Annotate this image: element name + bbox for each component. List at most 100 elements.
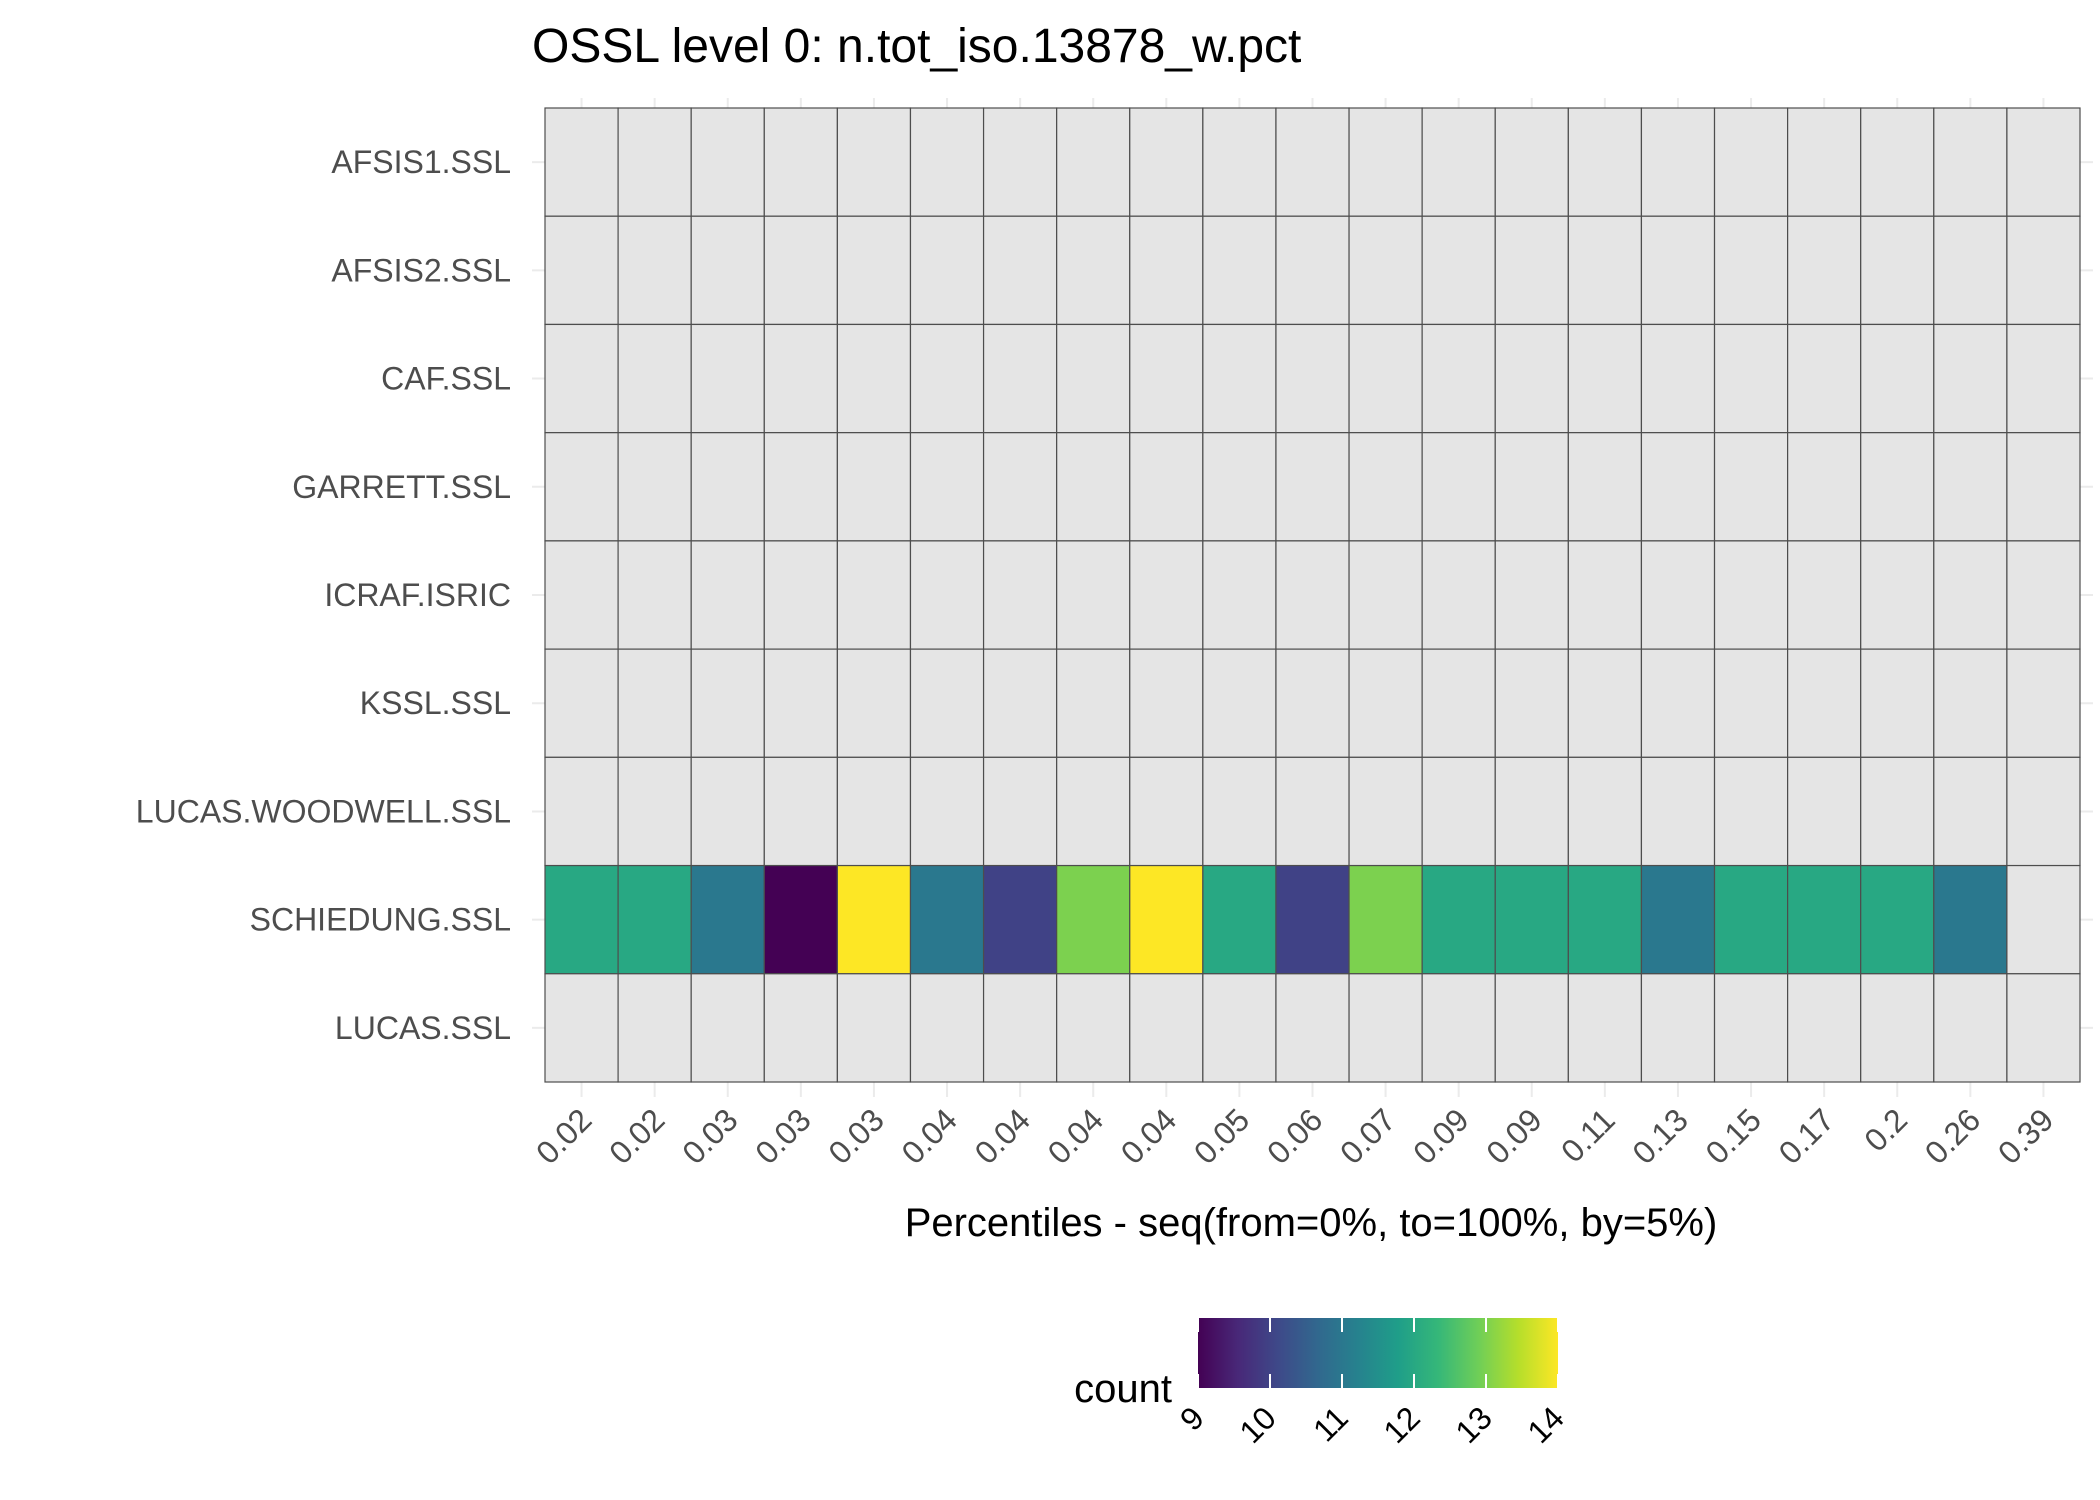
heatmap-cell [1713, 432, 1789, 542]
heatmap-cells [544, 107, 2081, 1083]
heatmap-cell [1348, 432, 1423, 542]
heatmap-cell [763, 215, 838, 326]
y-tick-label: KSSL.SSL [360, 685, 511, 721]
heatmap-cell [1713, 323, 1789, 434]
heatmap-cell [1787, 323, 1862, 434]
heatmap-cell [1056, 864, 1131, 975]
heatmap-cell [1787, 215, 1862, 326]
legend-title: count [1074, 1367, 1172, 1411]
legend-tick-label: 10 [1232, 1399, 1283, 1450]
heatmap-cell [909, 648, 985, 758]
heatmap-cell [1860, 215, 1935, 326]
heatmap-cell [1129, 756, 1204, 867]
heatmap-cell [1787, 107, 1862, 217]
heatmap-cell [1567, 540, 1643, 650]
heatmap-cell [1567, 756, 1643, 867]
heatmap-cell [2006, 432, 2081, 542]
x-tick-label: 0.04 [968, 1101, 1037, 1170]
heatmap-cell [1933, 756, 2008, 867]
heatmap-cell [1640, 648, 1716, 758]
x-tick-label: 0.15 [1699, 1101, 1768, 1170]
heatmap-cell [1640, 107, 1716, 217]
heatmap-cell [690, 432, 765, 542]
heatmap-cell [1933, 323, 2008, 434]
heatmap-cell [1640, 756, 1716, 867]
heatmap-cell [617, 215, 692, 326]
heatmap-cell [1860, 648, 1935, 758]
heatmap-cell [1933, 864, 2008, 975]
heatmap-cell [544, 973, 619, 1083]
x-tick-label: 0.06 [1260, 1101, 1329, 1170]
heatmap-cell [2006, 323, 2081, 434]
legend-tick-label: 13 [1448, 1399, 1499, 1450]
heatmap-cell [617, 756, 692, 867]
chart-title: OSSL level 0: n.tot_iso.13878_w.pct [532, 20, 1301, 73]
heatmap-cell [1202, 215, 1277, 326]
heatmap-cell [909, 107, 985, 217]
heatmap-cell [2006, 107, 2081, 217]
x-axis-label: Percentiles - seq(from=0%, to=100%, by=5… [905, 1201, 1718, 1245]
heatmap-cell [544, 540, 619, 650]
heatmap-cell [909, 215, 985, 326]
heatmap-cell [1202, 540, 1277, 650]
heatmap-cell [1640, 864, 1716, 975]
heatmap-cell [1713, 107, 1789, 217]
heatmap-cell [1129, 864, 1204, 975]
x-tick-label: 0.07 [1333, 1101, 1402, 1170]
heatmap-cell [1421, 864, 1496, 975]
heatmap-cell [1787, 432, 1862, 542]
heatmap-cell [1129, 323, 1204, 434]
x-tick-label: 0.17 [1772, 1101, 1841, 1170]
heatmap-cell [909, 756, 985, 867]
x-tick-label: 0.05 [1187, 1101, 1256, 1170]
heatmap-cell [690, 107, 765, 217]
heatmap-cell [1640, 215, 1716, 326]
heatmap-cell [1567, 323, 1643, 434]
heatmap-cell [1494, 648, 1569, 758]
x-tick-label: 0.04 [894, 1101, 963, 1170]
y-tick-label: LUCAS.SSL [335, 1010, 511, 1046]
heatmap-cell [617, 973, 692, 1083]
heatmap-cell [2006, 864, 2081, 975]
heatmap-cell [1129, 215, 1204, 326]
heatmap-cell [1787, 864, 1862, 975]
heatmap-cell [1056, 215, 1131, 326]
heatmap-cell [982, 215, 1058, 326]
heatmap-cell [690, 648, 765, 758]
heatmap-cell [836, 648, 912, 758]
heatmap-cell [1494, 323, 1569, 434]
heatmap-cell [1275, 973, 1350, 1083]
heatmap-cell [617, 864, 692, 975]
heatmap-cell [1275, 864, 1350, 975]
y-tick-label: ICRAF.ISRIC [324, 577, 511, 613]
heatmap-cell [1787, 648, 1862, 758]
x-tick-label: 0.09 [1479, 1101, 1548, 1170]
heatmap-cell [544, 107, 619, 217]
heatmap-cell [1421, 973, 1496, 1083]
heatmap-cell [1348, 756, 1423, 867]
heatmap-cell [836, 107, 912, 217]
heatmap-cell [1860, 973, 1935, 1083]
x-tick-label: 0.11 [1554, 1101, 1622, 1169]
heatmap-cell [982, 648, 1058, 758]
heatmap-cell [763, 973, 838, 1083]
heatmap-cell [690, 756, 765, 867]
heatmap-cell [1202, 756, 1277, 867]
heatmap-cell [836, 973, 912, 1083]
heatmap-cell [1787, 973, 1862, 1083]
heatmap-cell [1567, 107, 1643, 217]
heatmap-cell [982, 323, 1058, 434]
heatmap-cell [1421, 432, 1496, 542]
x-tick-label: 0.04 [1041, 1101, 1110, 1170]
heatmap-cell [982, 432, 1058, 542]
heatmap-cell [1640, 432, 1716, 542]
heatmap-cell [690, 540, 765, 650]
x-tick-label: 0.02 [602, 1101, 671, 1170]
heatmap-cell [1640, 540, 1716, 650]
heatmap-cell [1933, 973, 2008, 1083]
heatmap-cell [1275, 756, 1350, 867]
heatmap-cell [2006, 215, 2081, 326]
heatmap-cell [1129, 540, 1204, 650]
heatmap-cell [1933, 215, 2008, 326]
